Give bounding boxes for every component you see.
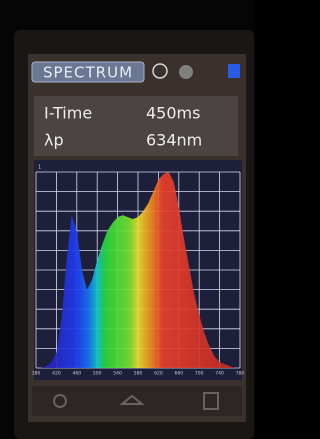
x-tick-label: 780 <box>236 371 245 377</box>
info-value: 634nm <box>146 131 202 150</box>
info-label: λp <box>44 131 64 150</box>
info-label: I-Time <box>44 104 92 123</box>
x-tick-label: 460 <box>73 371 82 377</box>
x-tick-label: 740 <box>215 371 224 377</box>
x-tick-label: 660 <box>175 371 184 377</box>
x-tick-label: 700 <box>195 371 204 377</box>
screen-photo: SPECTRUM I-Time 450ms λp 634nm 380 420 460… <box>0 0 255 439</box>
status-icon <box>179 65 193 79</box>
x-tick-label: 620 <box>154 371 163 377</box>
info-value: 450ms <box>146 104 200 123</box>
x-tick-label: 420 <box>52 371 61 377</box>
x-tick-label: 540 <box>113 371 122 377</box>
screen-title: SPECTRUM <box>43 64 133 82</box>
x-tick-label: 580 <box>134 371 143 377</box>
y-tick-label: 1 <box>38 165 41 171</box>
battery-icon <box>228 64 240 78</box>
x-tick-label: 380 <box>32 371 41 377</box>
x-tick-label: 500 <box>93 371 102 377</box>
